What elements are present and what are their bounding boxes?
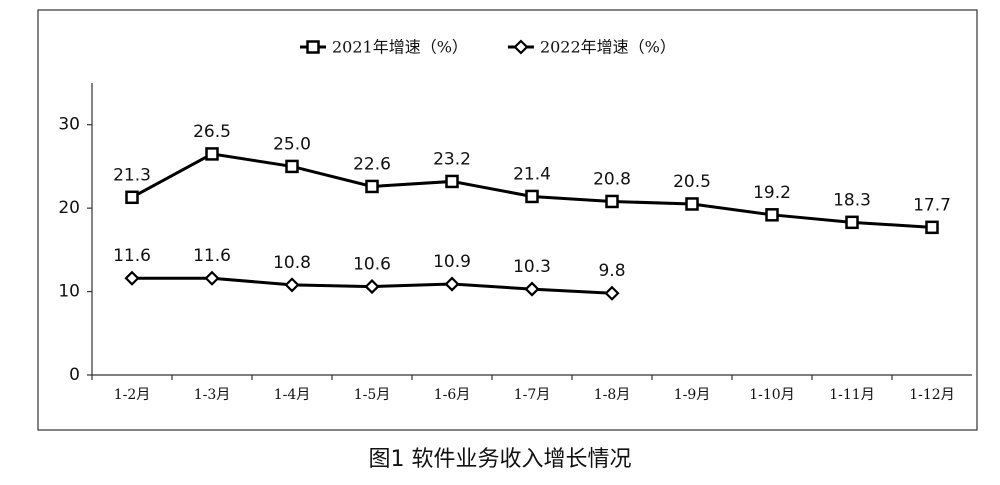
legend-item: 2021年增速（%） xyxy=(300,38,468,57)
chart-title: 图1 软件业务收入增长情况 xyxy=(369,447,632,472)
data-label: 10.3 xyxy=(513,257,551,277)
data-point xyxy=(604,285,620,301)
frame xyxy=(37,9,978,431)
data-label: 20.8 xyxy=(593,169,631,189)
data-point xyxy=(765,208,779,222)
x-tick-label: 1-11月 xyxy=(829,387,874,403)
data-label: 18.3 xyxy=(833,190,871,210)
data-point xyxy=(124,270,140,286)
x-tick-label: 1-9月 xyxy=(674,387,711,403)
data-label: 11.6 xyxy=(193,246,231,266)
data-point xyxy=(685,197,699,211)
data-label: 10.6 xyxy=(353,255,391,275)
y-tick-label: 20 xyxy=(58,198,80,218)
y-tick-label: 30 xyxy=(58,115,80,135)
data-point xyxy=(605,194,619,209)
data-point xyxy=(444,276,460,292)
data-label: 23.2 xyxy=(433,149,471,169)
legend-marker xyxy=(513,39,529,55)
data-point xyxy=(285,159,299,174)
x-tick-label: 1-2月 xyxy=(114,387,151,403)
data-point xyxy=(125,190,139,205)
data-point xyxy=(845,215,859,230)
data-point xyxy=(524,281,540,297)
data-point xyxy=(525,189,539,204)
data-label: 21.4 xyxy=(513,164,551,184)
x-tick-label: 1-12月 xyxy=(909,387,954,403)
data-point xyxy=(284,277,300,293)
x-tick-label: 1-8月 xyxy=(594,387,631,403)
x-tick-label: 1-5月 xyxy=(354,387,391,403)
data-label: 21.3 xyxy=(113,165,151,185)
data-point xyxy=(365,179,379,194)
x-tick-label: 1-3月 xyxy=(194,387,231,403)
legend-item: 2022年增速（%） xyxy=(507,38,676,57)
data-label: 17.7 xyxy=(913,195,951,215)
legend-marker xyxy=(306,40,320,54)
data-point xyxy=(204,270,220,286)
data-point xyxy=(205,147,219,161)
data-point xyxy=(925,220,939,235)
data-point xyxy=(445,174,459,189)
y-tick-label: 0 xyxy=(69,365,80,385)
data-label: 26.5 xyxy=(193,122,231,142)
data-label: 19.2 xyxy=(753,183,791,203)
x-tick-label: 1-10月 xyxy=(749,387,794,403)
data-label: 10.8 xyxy=(273,253,311,273)
data-label: 20.5 xyxy=(673,172,711,192)
legend-label: 2021年增速（%） xyxy=(332,38,468,57)
x-tick-label: 1-7月 xyxy=(514,387,551,403)
data-label: 9.8 xyxy=(598,261,625,281)
y-tick-label: 10 xyxy=(58,282,80,302)
data-point xyxy=(364,279,380,295)
data-label: 11.6 xyxy=(113,246,151,266)
data-label: 22.6 xyxy=(353,154,391,174)
x-tick-label: 1-6月 xyxy=(434,387,471,403)
data-label: 10.9 xyxy=(433,252,471,272)
x-tick-label: 1-4月 xyxy=(274,387,311,403)
data-label: 25.0 xyxy=(273,134,311,154)
legend-label: 2022年增速（%） xyxy=(540,38,676,57)
